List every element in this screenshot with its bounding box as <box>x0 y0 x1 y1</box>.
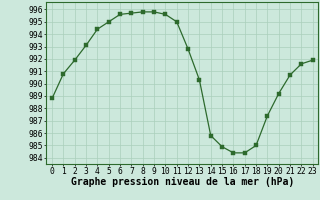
X-axis label: Graphe pression niveau de la mer (hPa): Graphe pression niveau de la mer (hPa) <box>71 177 294 187</box>
